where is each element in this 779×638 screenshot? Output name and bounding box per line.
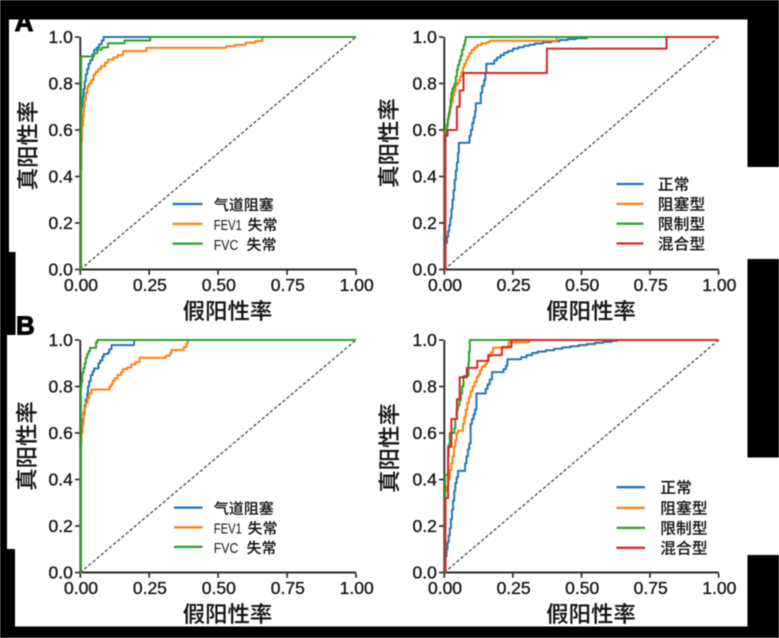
svg-text:0.0: 0.0 — [412, 563, 437, 583]
svg-text:0.2: 0.2 — [412, 516, 436, 536]
svg-text:0.2: 0.2 — [48, 213, 72, 233]
svg-text:0.75: 0.75 — [634, 578, 668, 598]
svg-text:0.75: 0.75 — [271, 275, 305, 295]
svg-text:0.00: 0.00 — [64, 578, 98, 598]
svg-text:0.50: 0.50 — [565, 275, 599, 295]
svg-text:0.4: 0.4 — [48, 167, 73, 187]
svg-text:0.4: 0.4 — [48, 470, 73, 490]
svg-text:0.50: 0.50 — [202, 275, 236, 295]
svg-text:0.6: 0.6 — [412, 120, 436, 140]
svg-text:1.0: 1.0 — [412, 330, 437, 350]
svg-text:0.00: 0.00 — [64, 275, 98, 295]
svg-text:1.0: 1.0 — [48, 27, 73, 47]
svg-text:0.50: 0.50 — [565, 578, 599, 598]
svg-text:0.0: 0.0 — [48, 260, 73, 280]
svg-text:0.8: 0.8 — [412, 377, 436, 397]
svg-text:0.0: 0.0 — [48, 563, 73, 583]
svg-text:1.0: 1.0 — [412, 27, 437, 47]
svg-text:B: B — [16, 310, 35, 340]
svg-text:1.00: 1.00 — [702, 578, 736, 598]
svg-text:0.8: 0.8 — [48, 74, 72, 94]
svg-text:0.25: 0.25 — [497, 578, 531, 598]
svg-text:0.00: 0.00 — [428, 578, 462, 598]
svg-text:1.0: 1.0 — [48, 330, 73, 350]
svg-text:FEV1: FEV1 — [214, 521, 242, 538]
svg-text:FEV1: FEV1 — [214, 217, 242, 234]
svg-text:1.00: 1.00 — [340, 578, 374, 598]
svg-text:0.6: 0.6 — [48, 423, 72, 443]
svg-text:0.4: 0.4 — [412, 470, 437, 490]
svg-text:0.75: 0.75 — [634, 275, 668, 295]
svg-text:FVC: FVC — [214, 237, 239, 254]
svg-text:0.0: 0.0 — [412, 260, 437, 280]
svg-text:0.25: 0.25 — [133, 578, 167, 598]
svg-text:0.50: 0.50 — [202, 578, 236, 598]
svg-text:0.00: 0.00 — [428, 275, 462, 295]
svg-text:0.2: 0.2 — [48, 516, 72, 536]
svg-text:0.4: 0.4 — [412, 167, 437, 187]
svg-text:FVC: FVC — [214, 540, 239, 557]
svg-text:0.2: 0.2 — [412, 213, 436, 233]
svg-text:1.00: 1.00 — [702, 275, 736, 295]
svg-text:0.8: 0.8 — [412, 74, 436, 94]
svg-text:0.75: 0.75 — [271, 578, 305, 598]
svg-text:1.00: 1.00 — [340, 275, 374, 295]
svg-text:0.6: 0.6 — [412, 423, 436, 443]
svg-text:0.25: 0.25 — [133, 275, 167, 295]
svg-text:0.6: 0.6 — [48, 120, 72, 140]
svg-text:0.8: 0.8 — [48, 377, 72, 397]
svg-text:0.25: 0.25 — [497, 275, 531, 295]
